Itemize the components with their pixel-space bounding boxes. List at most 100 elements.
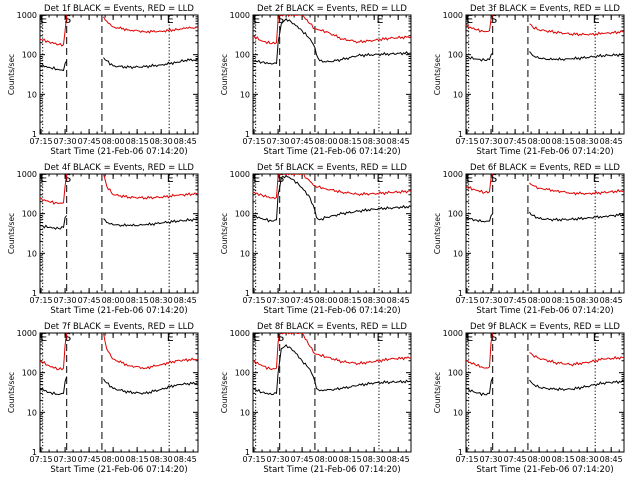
series-events-line bbox=[40, 376, 198, 396]
x-tick-label: 08:15 bbox=[552, 296, 575, 305]
y-tick-label: 100 bbox=[448, 51, 463, 60]
y-axis-label: Counts/sec bbox=[7, 213, 16, 254]
x-tick-label: 08:15 bbox=[552, 455, 575, 464]
x-tick-label: 07:30 bbox=[267, 137, 290, 146]
x-tick-label: 07:30 bbox=[480, 455, 503, 464]
y-tick-label: 100 bbox=[22, 369, 37, 378]
y-axis-label: Counts/sec bbox=[7, 54, 16, 95]
y-tick-label: 10 bbox=[240, 90, 250, 99]
panel-title: Det 6f BLACK = Events, RED = LLD bbox=[470, 163, 620, 173]
y-tick-label: 1000 bbox=[443, 170, 463, 179]
panel-title: Det 9f BLACK = Events, RED = LLD bbox=[470, 322, 620, 332]
x-tick-label: 08:30 bbox=[363, 296, 386, 305]
x-axis-label: Start Time (21-Feb-06 07:14:20) bbox=[476, 306, 613, 316]
x-tick-label: 08:30 bbox=[576, 137, 599, 146]
series-lld-line bbox=[40, 333, 198, 371]
plot-frame bbox=[39, 332, 199, 453]
x-axis-label: Start Time (21-Feb-06 07:14:20) bbox=[476, 147, 613, 157]
y-tick-label: 10 bbox=[27, 249, 37, 258]
x-tick-label: 07:15 bbox=[243, 137, 266, 146]
x-tick-label: 08:00 bbox=[528, 455, 551, 464]
marker-label: E bbox=[376, 331, 383, 344]
y-tick-label: 1 bbox=[458, 289, 463, 298]
x-tick-label: 08:15 bbox=[126, 137, 149, 146]
y-axis-label: Counts/sec bbox=[220, 213, 229, 254]
x-tick-label: 07:30 bbox=[54, 296, 77, 305]
x-tick-label: 08:15 bbox=[339, 296, 362, 305]
x-axis-label: Start Time (21-Feb-06 07:14:20) bbox=[263, 147, 400, 157]
series-events-line bbox=[466, 51, 624, 62]
marker-label: E bbox=[167, 331, 174, 344]
plot-frame bbox=[39, 173, 199, 294]
x-tick-label: 08:45 bbox=[600, 296, 623, 305]
marker-label: E bbox=[593, 172, 600, 185]
y-tick-label: 1000 bbox=[230, 329, 250, 338]
x-tick-label: 07:45 bbox=[78, 455, 101, 464]
x-tick-label: 08:15 bbox=[126, 296, 149, 305]
x-tick-label: 08:30 bbox=[576, 296, 599, 305]
x-tick-label: 07:15 bbox=[243, 455, 266, 464]
marker-label: E bbox=[466, 331, 473, 344]
series-lld-line bbox=[40, 174, 198, 205]
x-axis-label: Start Time (21-Feb-06 07:14:20) bbox=[476, 465, 613, 475]
x-tick-label: 08:45 bbox=[387, 296, 410, 305]
x-tick-label: 08:15 bbox=[126, 455, 149, 464]
x-axis-label: Start Time (21-Feb-06 07:14:20) bbox=[50, 306, 187, 316]
y-tick-label: 1 bbox=[32, 130, 37, 139]
x-tick-label: 07:45 bbox=[504, 137, 527, 146]
y-tick-label: 1000 bbox=[17, 11, 37, 20]
y-tick-label: 10 bbox=[240, 249, 250, 258]
x-tick-label: 08:30 bbox=[363, 455, 386, 464]
x-tick-label: 08:45 bbox=[174, 455, 197, 464]
x-tick-label: 07:30 bbox=[267, 455, 290, 464]
y-tick-label: 10 bbox=[27, 90, 37, 99]
x-tick-label: 08:45 bbox=[387, 137, 410, 146]
x-tick-label: 07:15 bbox=[243, 296, 266, 305]
plot-frame bbox=[39, 14, 199, 135]
x-tick-label: 08:15 bbox=[339, 455, 362, 464]
panel-title: Det 2f BLACK = Events, RED = LLD bbox=[257, 4, 407, 14]
marker-label: E bbox=[167, 172, 174, 185]
panel-5: Det 5f BLACK = Events, RED = LLD 1 10 100 10… bbox=[220, 163, 412, 316]
marker-label: S bbox=[490, 172, 497, 185]
y-tick-label: 1 bbox=[458, 130, 463, 139]
series-events-line bbox=[253, 17, 411, 65]
series-lld-line bbox=[253, 15, 411, 45]
series-events-line bbox=[40, 57, 198, 72]
x-axis-label: Start Time (21-Feb-06 07:14:20) bbox=[263, 306, 400, 316]
x-tick-label: 08:45 bbox=[174, 137, 197, 146]
panel-title: Det 3f BLACK = Events, RED = LLD bbox=[470, 4, 620, 14]
y-axis-label: Counts/sec bbox=[433, 213, 442, 254]
y-tick-label: 1000 bbox=[443, 11, 463, 20]
y-tick-label: 1000 bbox=[230, 11, 250, 20]
series-lld-line bbox=[466, 15, 624, 37]
y-tick-label: 1 bbox=[245, 130, 250, 139]
x-tick-label: 07:30 bbox=[480, 296, 503, 305]
marker-label: S bbox=[277, 331, 284, 344]
y-tick-label: 100 bbox=[235, 369, 250, 378]
x-tick-label: 07:45 bbox=[291, 296, 314, 305]
series-events-line bbox=[40, 215, 198, 230]
series-lld-line bbox=[466, 174, 624, 196]
panel-7: Det 7f BLACK = Events, RED = LLD 1 10 100 10… bbox=[7, 322, 199, 475]
series-lld-line bbox=[466, 333, 624, 369]
marker-label: S bbox=[490, 331, 497, 344]
plot-frame bbox=[252, 173, 412, 294]
marker-label: E bbox=[466, 13, 473, 26]
x-tick-label: 08:00 bbox=[102, 296, 125, 305]
panel-title: Det 4f BLACK = Events, RED = LLD bbox=[44, 163, 194, 173]
marker-label: E bbox=[40, 13, 47, 26]
panel-1: Det 1f BLACK = Events, RED = LLD 1 10 100 10… bbox=[7, 4, 199, 157]
y-axis-label: Counts/sec bbox=[433, 54, 442, 95]
panel-4: Det 4f BLACK = Events, RED = LLD 1 10 100 10… bbox=[7, 163, 199, 316]
x-tick-label: 07:45 bbox=[504, 455, 527, 464]
x-tick-label: 07:30 bbox=[54, 455, 77, 464]
x-tick-label: 08:00 bbox=[528, 296, 551, 305]
x-tick-label: 08:00 bbox=[102, 455, 125, 464]
series-lld-line bbox=[253, 333, 411, 371]
x-axis-label: Start Time (21-Feb-06 07:14:20) bbox=[50, 465, 187, 475]
x-tick-label: 08:00 bbox=[528, 137, 551, 146]
x-tick-label: 07:15 bbox=[456, 455, 479, 464]
x-tick-label: 08:15 bbox=[552, 137, 575, 146]
x-tick-label: 08:30 bbox=[150, 455, 173, 464]
